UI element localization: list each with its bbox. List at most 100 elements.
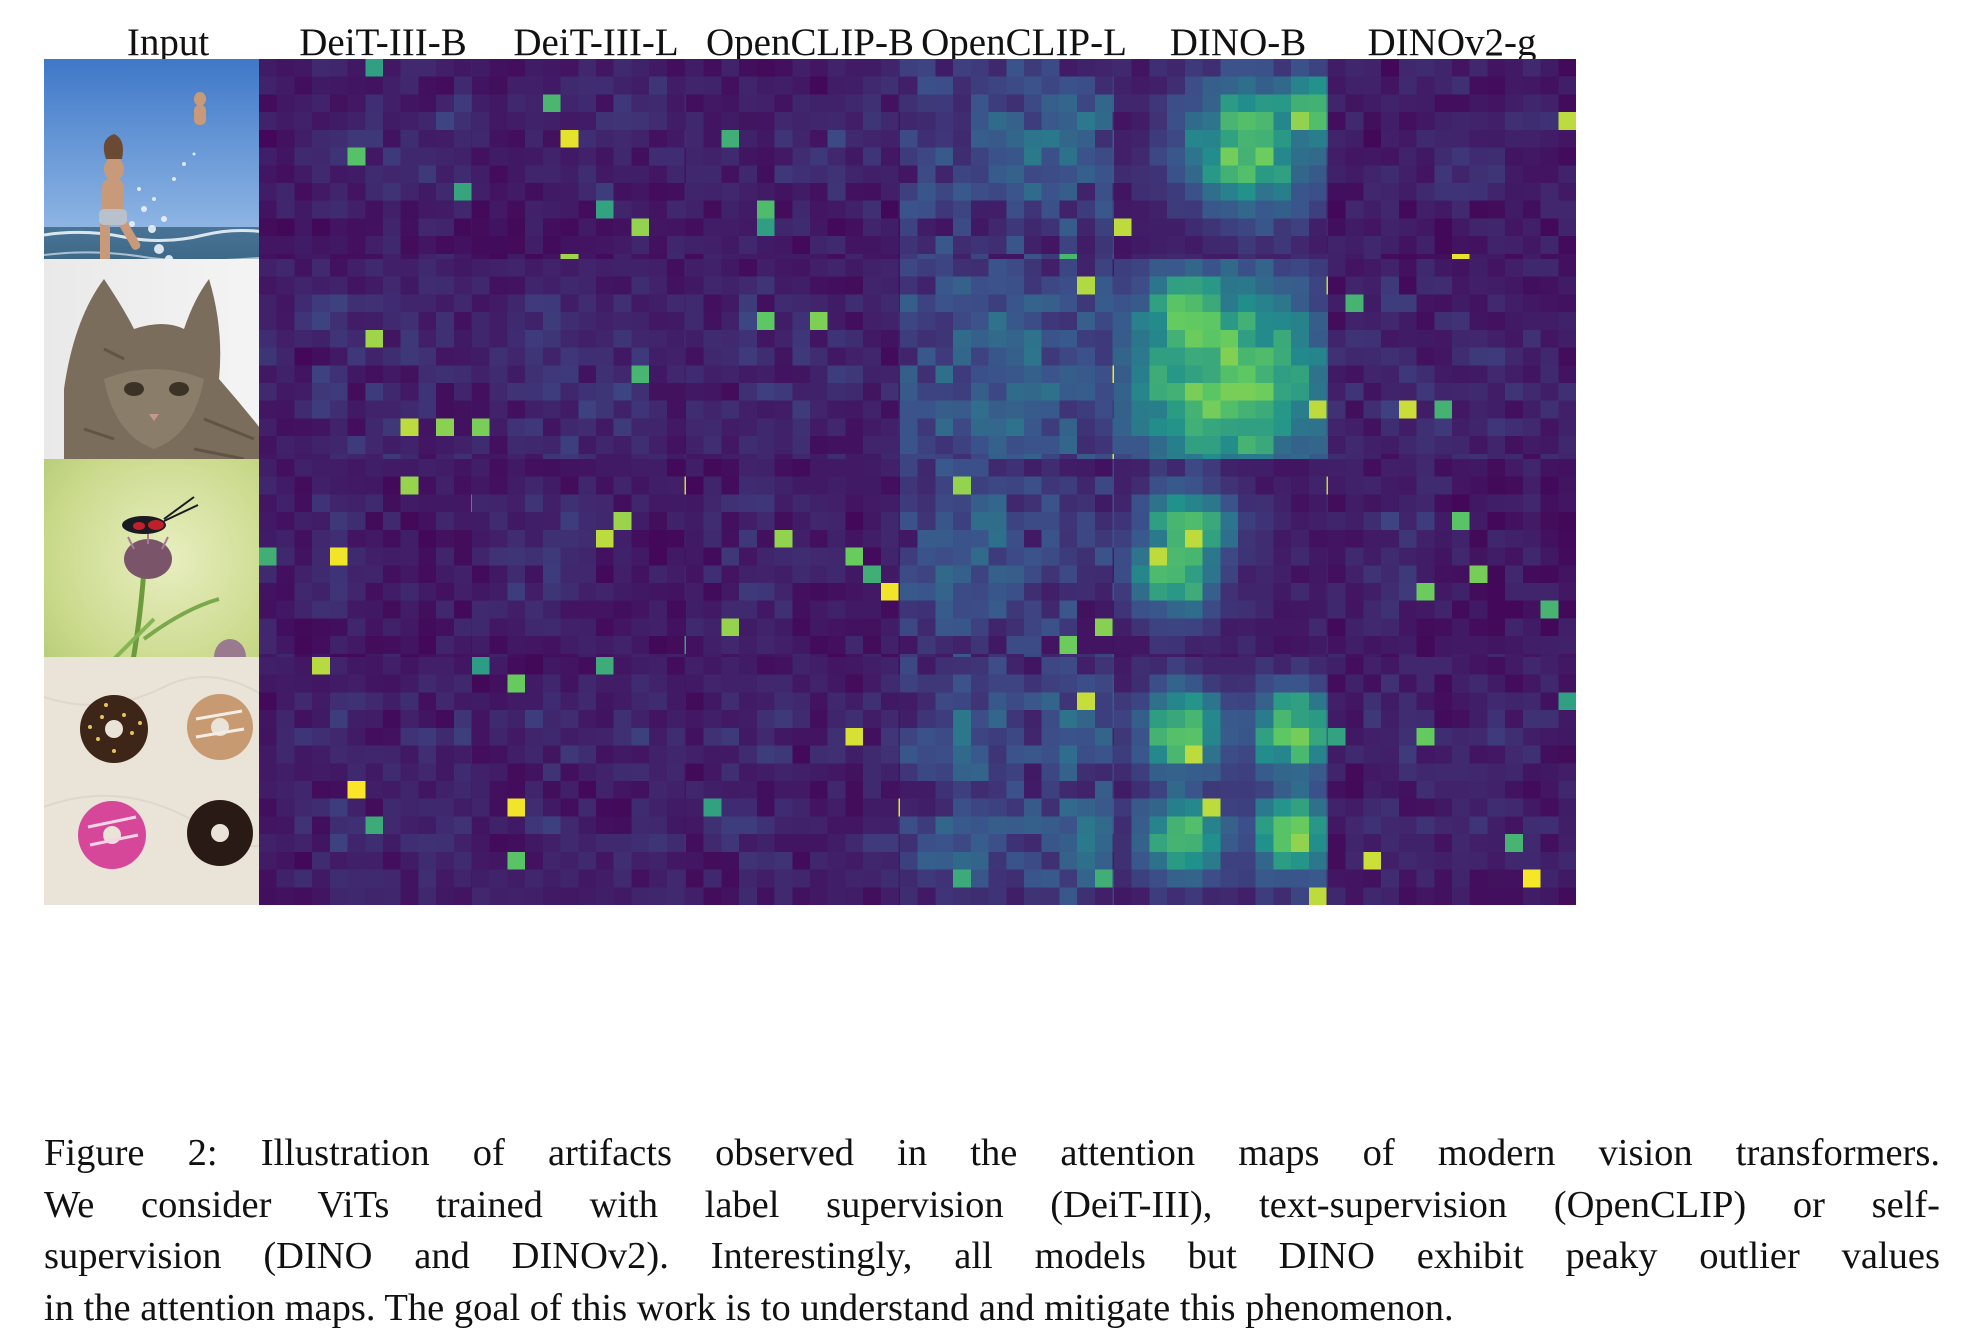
attention-cell [721, 347, 740, 366]
attention-cell [666, 165, 686, 184]
attention-cell [1077, 618, 1096, 637]
attention-cell [1540, 887, 1559, 905]
attention-cell [1255, 727, 1274, 747]
attention-cell [1505, 636, 1524, 655]
attention-cell [507, 459, 526, 478]
attention-cell [1469, 851, 1488, 871]
attention-cell [792, 165, 811, 184]
attention-cell [383, 565, 402, 584]
attention-cell [1238, 200, 1257, 219]
attention-cell [810, 476, 829, 495]
attention-cell [631, 94, 650, 113]
attention-cell [917, 547, 936, 566]
attention-cell [312, 727, 331, 747]
attention-cell [1006, 165, 1025, 184]
attention-cell [329, 600, 349, 619]
attention-cell [578, 851, 597, 871]
attention-cell [1469, 565, 1488, 584]
attention-cell [1434, 512, 1453, 531]
attention-cell [792, 183, 811, 202]
attention-cell [472, 887, 491, 905]
attention-cell [1059, 347, 1078, 366]
attention-cell [596, 529, 615, 549]
attention-cell [988, 887, 1007, 905]
attention-cell [1505, 365, 1524, 384]
attention-cell [1273, 294, 1292, 313]
attention-cell [596, 512, 615, 531]
attention-cell [1398, 745, 1418, 764]
attention-cell [613, 851, 632, 871]
attention-cell [1308, 547, 1328, 566]
attention-cell [774, 476, 793, 495]
attention-cell [329, 851, 349, 871]
attention-cell [953, 618, 972, 637]
attention-cell [1041, 347, 1060, 366]
attention-cell [1006, 129, 1025, 149]
attention-cell [1381, 259, 1400, 278]
attention-cell [365, 600, 384, 619]
attention-cell [489, 365, 508, 384]
attention-cell [1522, 418, 1542, 437]
attention-cell [1114, 781, 1133, 800]
attention-cell [276, 59, 295, 78]
attention-cell [666, 259, 686, 278]
attention-cell [1273, 218, 1292, 237]
attention-cell [294, 618, 313, 637]
attention-cell [739, 618, 758, 637]
attention-cell [1469, 59, 1488, 78]
attention-cell [666, 781, 686, 800]
attention-cell [1041, 583, 1060, 602]
attention-cell [631, 218, 650, 237]
attention-cell [542, 851, 562, 871]
attention-cell [507, 476, 526, 495]
attention-cell [792, 547, 811, 566]
attention-cell [1184, 236, 1204, 255]
attention-cell [1381, 200, 1400, 219]
attention-cell [792, 418, 811, 437]
attention-cell [365, 59, 384, 78]
attention-cell [1522, 94, 1542, 113]
attention-cell [383, 745, 402, 764]
attention-cell [365, 763, 384, 782]
attention-heatmap [900, 657, 1148, 905]
attention-cell [1273, 365, 1292, 384]
attention-cell [1255, 147, 1274, 166]
attention-cell [1006, 400, 1025, 419]
attention-cell [1558, 851, 1576, 871]
attention-cell [1273, 781, 1292, 800]
attention-cell [953, 436, 972, 455]
attention-cell [1255, 763, 1274, 782]
attention-cell [1469, 236, 1488, 255]
attention-cell [472, 636, 491, 655]
attention-cell [649, 547, 668, 566]
attention-cell [1202, 476, 1221, 495]
attention-cell [596, 76, 615, 95]
attention-cell [578, 494, 597, 513]
attention-cell [1469, 600, 1488, 619]
figure: Input DeiT-III-B DeiT-III-L OpenCLIP-B OpenC… [44, 21, 1576, 905]
attention-cell [1184, 383, 1204, 402]
attention-cell [703, 294, 722, 313]
attention-heatmap [472, 657, 720, 905]
column-header-model: DeiT-III-L [513, 21, 679, 64]
attention-cell [1238, 727, 1257, 747]
attention-cell [613, 657, 632, 676]
attention-cell [383, 583, 402, 602]
attention-cell [418, 312, 437, 331]
attention-cell [721, 436, 740, 455]
attention-cell [1202, 294, 1221, 313]
attention-cell [596, 618, 615, 637]
attention-cell [1558, 869, 1576, 888]
attention-cell [1114, 459, 1133, 478]
attention-cell [1540, 329, 1559, 349]
attention-cell [756, 476, 776, 495]
attention-cell [453, 218, 473, 237]
attention-cell [453, 636, 473, 655]
attention-cell [1487, 494, 1506, 513]
attention-cell [1308, 476, 1328, 495]
attention-cell [1094, 147, 1114, 166]
attention-cell [1522, 383, 1542, 402]
attention-cell [1522, 294, 1542, 313]
attention-cell [917, 347, 936, 366]
attention-cell [1540, 312, 1559, 331]
